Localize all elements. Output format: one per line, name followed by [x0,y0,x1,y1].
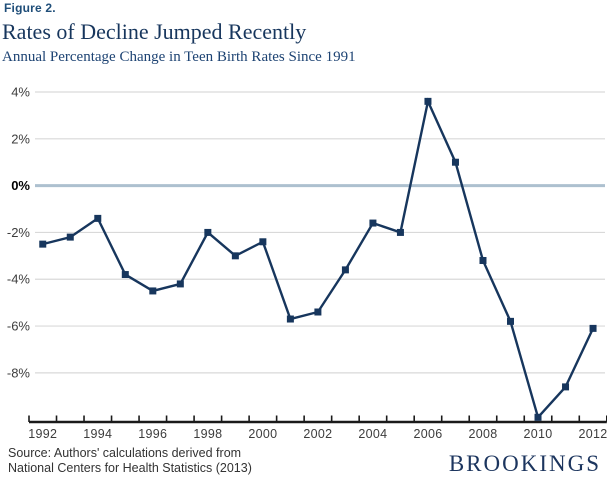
data-point-marker [66,233,74,241]
data-point-marker [149,287,157,295]
data-point-marker [231,252,239,260]
y-axis-tick-label: 0% [11,178,30,193]
y-axis-tick-label: -4% [7,272,31,287]
data-point-marker [341,266,349,274]
y-axis-tick-label: 4% [11,85,30,100]
x-axis-tick-label: 2008 [468,427,497,441]
data-point-marker [507,317,514,325]
x-axis-tick-label: 2000 [248,427,277,441]
data-point-marker [424,97,432,105]
x-axis-tick-label: 2004 [358,427,387,441]
x-axis-tick-label: 2002 [303,427,332,441]
figure-number-label: Figure 2. [4,1,56,15]
data-point-marker [534,413,542,421]
x-axis-tick-label: 1994 [83,427,112,441]
data-point-marker [121,271,129,279]
data-point-marker [286,315,294,323]
data-point-marker [396,228,404,236]
page-subtitle: Annual Percentage Change in Teen Birth R… [2,49,356,65]
x-axis-tick-label: 2010 [524,427,553,441]
data-point-marker [259,238,267,246]
y-axis-tick-label: -8% [7,365,31,380]
source-note: Source: Authors' calculations derived fr… [8,446,252,476]
x-axis-tick-label: 1992 [28,427,57,441]
y-axis-tick-label: -2% [7,225,31,240]
data-point-marker [176,280,184,288]
data-point-marker [369,219,377,227]
data-point-marker [314,308,322,316]
data-point-marker [589,324,597,332]
x-axis-tick-label: 2006 [413,427,442,441]
x-axis-tick-label: 1996 [138,427,167,441]
data-point-marker [39,240,47,248]
y-axis-tick-label: 2% [11,131,30,146]
series-line [42,97,595,420]
x-axis-tick-label: 2012 [579,427,607,441]
data-point-marker [479,257,487,265]
source-note-line1: Source: Authors' calculations derived fr… [8,446,242,460]
y-axis-tick-label: -6% [7,319,31,334]
data-point-marker [562,383,570,391]
source-note-line2: National Centers for Health Statistics (… [8,461,252,475]
data-point-marker [94,214,102,222]
x-axis-tick-label: 1998 [193,427,222,441]
data-point-marker [451,158,459,166]
brookings-wordmark: BROOKINGS [448,451,601,476]
data-point-marker [204,228,212,236]
page-title: Rates of Decline Jumped Recently [2,19,307,44]
